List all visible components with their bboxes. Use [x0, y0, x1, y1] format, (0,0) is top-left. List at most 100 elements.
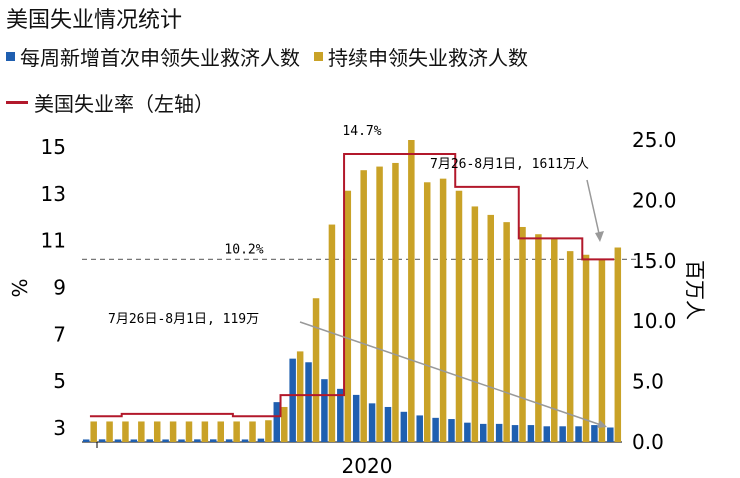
bar-initial-claims — [289, 358, 296, 442]
bar-initial-claims — [130, 439, 138, 442]
bar-continuing-claims — [217, 421, 224, 442]
right-tick-label: 0.0 — [632, 430, 664, 454]
bar-initial-claims — [162, 439, 169, 442]
bar-continuing-claims — [503, 222, 510, 442]
right-axis-ticks: 25.0 20.0 15.0 10.0 5.0 0.0 — [632, 128, 677, 454]
bar-initial-claims — [527, 425, 535, 442]
left-tick-label: 15 — [41, 135, 66, 159]
legend-swatch-continuing — [314, 52, 323, 61]
bar-initial-claims — [114, 439, 122, 442]
legend-row-1: 每周新增首次申领失业救济人数 持续申领失业救济人数 — [6, 42, 542, 71]
bar-initial-claims — [511, 425, 519, 442]
bar-continuing-claims — [153, 421, 161, 442]
continuing-arrowhead — [595, 231, 604, 242]
bar-continuing-claims — [185, 421, 193, 442]
bar-continuing-claims — [519, 226, 526, 442]
legend-label-continuing: 持续申领失业救济人数 — [328, 46, 528, 70]
unemployment-rate-line — [89, 153, 615, 418]
bar-continuing-claims — [471, 206, 479, 442]
left-tick-label: 9 — [53, 275, 66, 299]
bar-continuing-claims — [233, 421, 240, 442]
continuing-claims-annotation: 7月26-8月1日, 1611万人 — [430, 157, 589, 172]
bar-continuing-claims — [487, 214, 494, 442]
bar-continuing-claims — [566, 251, 574, 442]
bar-continuing-claims — [281, 406, 288, 442]
bar-initial-claims — [146, 439, 153, 442]
bar-continuing-claims — [201, 421, 209, 442]
left-axis-ticks: 15 13 11 9 7 5 3 — [41, 135, 66, 440]
legend-swatch-initial — [6, 52, 15, 61]
bar-continuing-claims — [265, 420, 272, 442]
legend-unemployment-rate: 美国失业率（左轴） — [6, 88, 214, 117]
initial-claims-annotation: 7月26日-8月1日, 119万 — [108, 312, 259, 327]
bar-continuing-claims — [455, 190, 463, 442]
legend-initial-claims: 每周新增首次申领失业救济人数 — [6, 42, 300, 71]
bar-continuing-claims — [122, 421, 129, 442]
bar-initial-claims — [591, 425, 598, 442]
bar-continuing-claims — [296, 351, 304, 442]
bar-initial-claims — [321, 379, 328, 442]
reference-line-label: 10.2% — [224, 242, 263, 257]
bar-continuing-claims — [614, 247, 622, 442]
right-tick-label: 25.0 — [632, 128, 677, 152]
bar-initial-claims — [543, 426, 551, 442]
right-tick-label: 15.0 — [632, 249, 677, 273]
bar-initial-claims — [82, 439, 90, 442]
bar-initial-claims — [337, 388, 344, 442]
bar-continuing-claims — [392, 162, 399, 442]
legend-continuing-claims: 持续申领失业救济人数 — [314, 42, 528, 71]
bar-initial-claims — [559, 426, 566, 442]
legend-label-rate: 美国失业率（左轴） — [34, 92, 214, 116]
bar-initial-claims — [210, 439, 217, 442]
bar-continuing-claims — [90, 421, 97, 442]
peak-rate-label: 14.7% — [342, 124, 381, 139]
bar-initial-claims — [273, 402, 281, 442]
bar-initial-claims — [241, 439, 249, 442]
bars-group — [82, 140, 622, 443]
left-tick-label: 13 — [41, 182, 66, 206]
left-tick-label: 7 — [53, 322, 66, 346]
bar-continuing-claims — [551, 239, 558, 442]
left-axis-label: % — [7, 278, 31, 297]
bar-continuing-claims — [138, 421, 145, 442]
x-axis-label: 2020 — [342, 454, 393, 478]
right-tick-label: 5.0 — [632, 370, 664, 394]
bar-continuing-claims — [360, 170, 367, 442]
bar-initial-claims — [305, 362, 312, 442]
bar-initial-claims — [225, 439, 233, 442]
bar-continuing-claims — [582, 254, 590, 442]
bar-continuing-claims — [408, 140, 415, 442]
initial-arrowhead — [597, 420, 607, 428]
bar-continuing-claims — [439, 178, 447, 442]
bar-continuing-claims — [249, 421, 256, 442]
bar-initial-claims — [194, 439, 201, 442]
bar-initial-claims — [607, 427, 614, 442]
bar-continuing-claims — [376, 166, 383, 443]
bar-continuing-claims — [535, 234, 542, 442]
bar-continuing-claims — [344, 190, 352, 442]
bar-initial-claims — [432, 417, 439, 442]
right-axis-label: 百万人 — [683, 260, 707, 320]
legend-row-2: 美国失业率（左轴） — [6, 88, 228, 117]
bar-initial-claims — [384, 406, 392, 442]
bar-initial-claims — [495, 423, 503, 442]
legend-swatch-rate — [6, 101, 28, 104]
bar-continuing-claims — [598, 259, 606, 442]
bar-initial-claims — [400, 411, 408, 442]
bar-initial-claims — [464, 422, 471, 442]
bar-initial-claims — [368, 403, 376, 442]
bar-continuing-claims — [312, 298, 320, 442]
left-tick-label: 3 — [53, 416, 66, 440]
initial-annotation-arrow — [299, 321, 605, 427]
bar-initial-claims — [98, 439, 106, 442]
legend-label-initial: 每周新增首次申领失业救济人数 — [20, 46, 300, 70]
chart-title: 美国失业情况统计 — [6, 8, 183, 33]
left-tick-label: 5 — [53, 369, 66, 393]
right-tick-label: 20.0 — [632, 188, 677, 212]
bar-initial-claims — [575, 426, 582, 442]
bar-initial-claims — [257, 438, 265, 442]
bar-initial-claims — [352, 394, 360, 442]
left-tick-label: 11 — [41, 229, 66, 253]
bar-continuing-claims — [169, 421, 177, 442]
